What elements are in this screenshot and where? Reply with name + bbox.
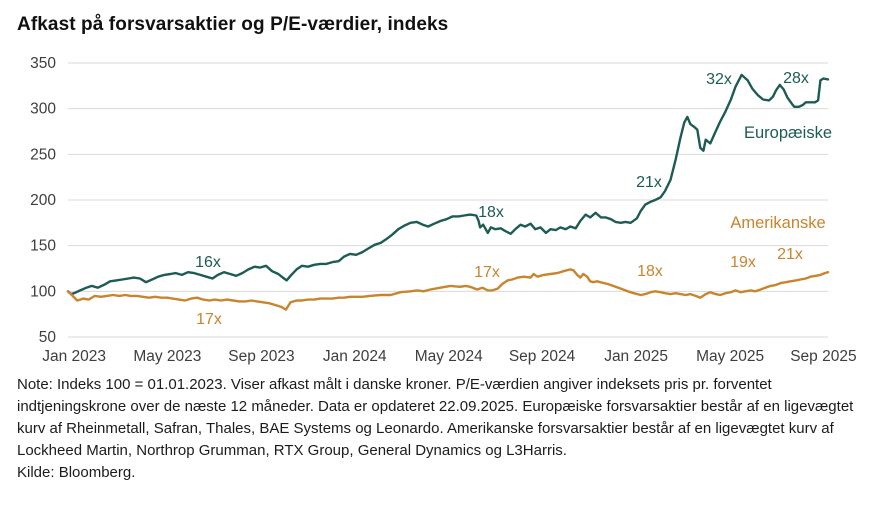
y-axis-tick-label: 300: [30, 101, 56, 118]
series-legend-label: Europæiske: [744, 124, 832, 142]
pe-annotation: 32x: [706, 71, 732, 88]
pe-annotation: 21x: [777, 246, 803, 263]
pe-annotation: 18x: [478, 204, 504, 221]
note-line: Note: Indeks 100 = 01.01.2023. Viser afk…: [17, 376, 772, 393]
x-axis-tick-label: May 2023: [133, 348, 201, 365]
x-axis-tick-label: May 2025: [696, 348, 764, 365]
pe-annotation: 17x: [196, 311, 222, 328]
note-line: Kilde: Bloomberg.: [17, 464, 136, 481]
y-axis-tick-label: 150: [30, 238, 56, 255]
chart-svg: 350 300 250 200 150 100 50 Jan 2023 May 2023 Sep …: [30, 55, 856, 365]
y-axis-tick-label: 200: [30, 192, 56, 209]
x-axis-tick-label: Jan 2025: [604, 348, 668, 365]
pe-annotation: 18x: [637, 263, 663, 280]
pe-annotation: 28x: [783, 70, 809, 87]
x-axis-tick-label: May 2024: [415, 348, 483, 365]
chart-area: 350 300 250 200 150 100 50 Jan 2023 May 2023 Sep …: [30, 55, 856, 365]
x-axis-tick-label: Sep 2023: [228, 348, 294, 365]
y-axis-tick-label: 250: [30, 146, 56, 163]
x-axis-tick-label: Jan 2024: [323, 348, 387, 365]
x-axis-tick-label: Jan 2023: [42, 348, 106, 365]
europæiske-series-line: [66, 73, 830, 296]
y-axis-tick-label: 350: [30, 55, 56, 72]
pe-annotation: 19x: [730, 254, 756, 271]
note-line: kurv af Rheinmetall, Safran, Thales, BAE…: [17, 420, 834, 437]
x-axis-tick-label: Sep 2024: [509, 348, 576, 365]
y-axis-tick-label: 50: [39, 329, 57, 346]
pe-annotation: 16x: [195, 254, 221, 271]
page-title: Afkast på forsvarsaktier og P/E-værdier,…: [17, 14, 449, 35]
y-axis-tick-label: 100: [30, 283, 56, 300]
pe-annotation: 21x: [636, 174, 662, 191]
amerikanske-series-line: [66, 268, 830, 311]
note-line: Lockheed Martin, Northrop Grumman, RTX G…: [17, 442, 567, 459]
pe-annotation: 17x: [474, 264, 500, 281]
x-axis-tick-label: Sep 2025: [790, 348, 856, 365]
note-line: indtjeningskrone over de næste 12 månede…: [17, 398, 854, 415]
series-legend-label: Amerikanske: [730, 214, 825, 232]
note-block: Note: Indeks 100 = 01.01.2023. Viser afk…: [17, 374, 869, 484]
